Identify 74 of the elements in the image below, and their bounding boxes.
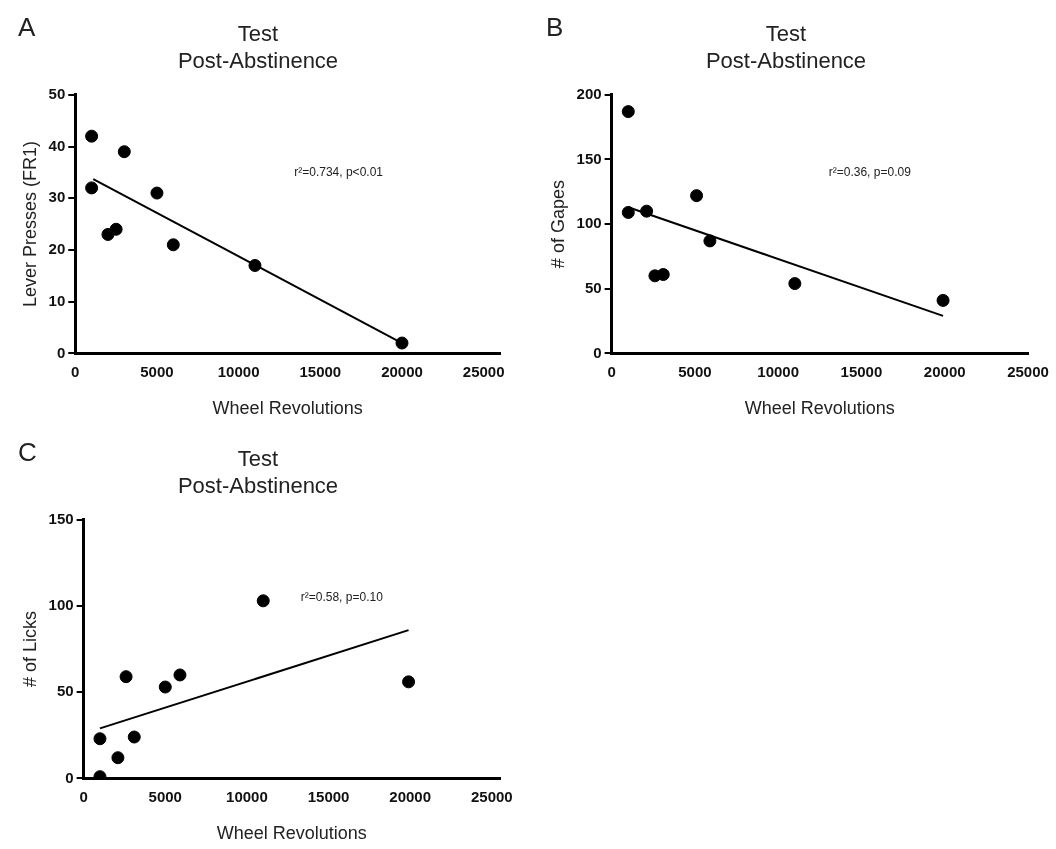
y-tick-label: 50 bbox=[56, 682, 74, 700]
x-axis-title: Wheel Revolutions bbox=[216, 823, 367, 844]
point bbox=[111, 751, 125, 765]
annotation: r²=0.734, p<0.01 bbox=[294, 164, 384, 179]
text: C bbox=[18, 437, 37, 468]
y-tick-label: 10 bbox=[48, 291, 66, 309]
y-tick-label: 200 bbox=[576, 84, 602, 102]
point bbox=[703, 234, 717, 248]
point bbox=[109, 222, 123, 236]
x-tick-label: 20000 bbox=[381, 362, 423, 380]
x-tick-label: 5000 bbox=[148, 787, 182, 805]
x-tick-label: 15000 bbox=[840, 362, 883, 380]
point bbox=[85, 129, 99, 143]
y-tick-label: 150 bbox=[576, 149, 602, 167]
point bbox=[127, 730, 141, 744]
chart-title: Test bbox=[237, 21, 279, 47]
x-tick-label: 20000 bbox=[923, 362, 966, 380]
y-tick-label: 0 bbox=[56, 343, 66, 361]
x-tick-label: 10000 bbox=[217, 362, 260, 380]
y-tick-label: 50 bbox=[584, 278, 602, 296]
chart-subtitle: Post-Abstinence bbox=[705, 47, 867, 73]
y-axis-title: # of Gapes bbox=[547, 180, 568, 269]
point bbox=[395, 336, 409, 350]
x-tick-label: 25000 bbox=[470, 787, 513, 805]
point bbox=[158, 680, 172, 694]
x-tick-label: 20000 bbox=[389, 787, 432, 805]
point bbox=[621, 105, 635, 119]
x-tick-label: 25000 bbox=[462, 362, 505, 380]
x-tick-label: 25000 bbox=[1007, 362, 1049, 380]
x-axis-title: Wheel Revolutions bbox=[744, 398, 895, 419]
x-tick-label: 15000 bbox=[299, 362, 342, 380]
x-tick-label: 5000 bbox=[678, 362, 712, 380]
text: A bbox=[18, 12, 36, 43]
x-tick-label: 0 bbox=[607, 362, 616, 380]
point bbox=[248, 258, 262, 272]
chart-title: Test bbox=[237, 446, 279, 472]
annotation: r²=0.36, p=0.09 bbox=[828, 164, 912, 179]
chart-subtitle: Post-Abstinence bbox=[177, 47, 339, 73]
y-tick-label: 40 bbox=[48, 136, 66, 154]
x-axis-title: Wheel Revolutions bbox=[212, 398, 363, 419]
y-tick-label: 100 bbox=[48, 596, 74, 614]
y-axis-title: # of Licks bbox=[19, 611, 40, 688]
point bbox=[656, 268, 670, 282]
point bbox=[173, 668, 187, 682]
x-tick-label: 10000 bbox=[757, 362, 800, 380]
y-axis-title: Lever Presses (FR1) bbox=[19, 141, 40, 308]
point bbox=[256, 594, 270, 608]
y-tick-label: 150 bbox=[48, 509, 74, 527]
y-tick-label: 100 bbox=[576, 214, 602, 232]
chart-subtitle: Post-Abstinence bbox=[177, 472, 339, 498]
point bbox=[119, 670, 133, 684]
point bbox=[93, 732, 107, 746]
y-tick-label: 50 bbox=[48, 84, 66, 102]
point bbox=[85, 181, 99, 195]
point bbox=[788, 277, 802, 291]
chart-title: Test bbox=[765, 21, 807, 47]
point bbox=[621, 205, 635, 219]
x-tick-label: 10000 bbox=[226, 787, 268, 805]
y-tick-label: 0 bbox=[65, 768, 74, 786]
text: B bbox=[546, 12, 564, 43]
x-tick-label: 0 bbox=[79, 787, 88, 805]
point bbox=[936, 293, 950, 307]
point bbox=[640, 204, 654, 218]
x-tick-label: 15000 bbox=[307, 787, 350, 805]
y-tick-label: 30 bbox=[48, 188, 66, 206]
point bbox=[166, 238, 180, 252]
x-tick-label: 5000 bbox=[140, 362, 174, 380]
annotation: r²=0.58, p=0.10 bbox=[300, 589, 384, 604]
point bbox=[117, 145, 131, 159]
y-tick-label: 20 bbox=[48, 240, 66, 258]
point bbox=[150, 186, 164, 200]
y-tick-label: 0 bbox=[593, 343, 602, 361]
point bbox=[690, 189, 704, 203]
point bbox=[402, 675, 416, 689]
